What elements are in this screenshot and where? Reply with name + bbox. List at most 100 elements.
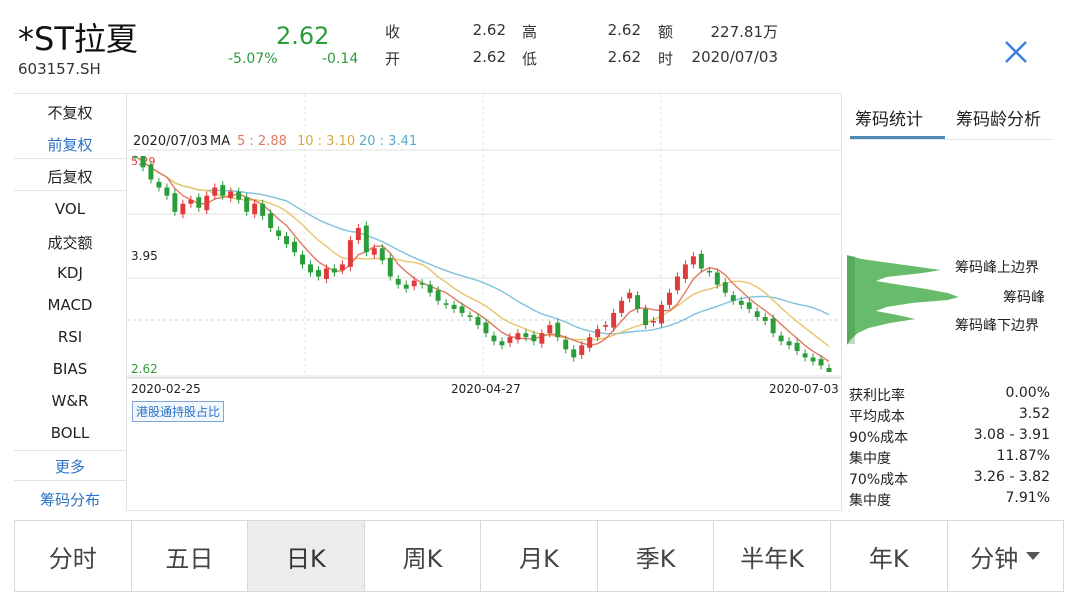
candle-body — [339, 264, 345, 271]
candle-body — [722, 282, 728, 293]
candle-body — [571, 349, 577, 358]
ma5-value: 5 : 2.88 — [237, 134, 287, 149]
candle-body — [236, 191, 242, 200]
candle-body — [643, 308, 649, 326]
candle-body — [228, 191, 234, 199]
candle-body — [507, 337, 513, 343]
menu-backward-adjust[interactable]: 后复权 — [47, 168, 93, 186]
candle-body — [539, 333, 545, 344]
quote-label-low: 低 — [522, 50, 538, 68]
candle-body — [140, 156, 146, 168]
candle-body — [698, 253, 704, 269]
candle-body — [419, 283, 425, 285]
candle-body — [770, 318, 776, 334]
candle-body — [810, 357, 816, 362]
candle-body — [451, 304, 457, 309]
candle-body — [212, 187, 218, 196]
y-mid-label: 3.95 — [131, 249, 158, 263]
candle-body — [746, 302, 752, 309]
x-label-start: 2020-02-25 — [131, 382, 201, 396]
hk-connect-holding-badge[interactable]: 港股通持股占比 — [132, 401, 225, 422]
menu-rsi[interactable]: RSI — [57, 328, 83, 346]
menu-turnover[interactable]: 成交额 — [47, 234, 93, 252]
candle-body — [523, 333, 529, 338]
tab-weekly-k[interactable]: 周K — [364, 521, 482, 591]
candle-body — [666, 292, 672, 305]
candle-body — [818, 359, 824, 366]
stat-value-profit-ratio: 0.00% — [1005, 385, 1050, 401]
candle-body — [435, 290, 441, 301]
menu-divider — [14, 158, 126, 159]
candle-body — [196, 197, 202, 208]
candle-body — [483, 322, 489, 334]
quote-label-time: 时 — [658, 50, 674, 68]
candle-body — [395, 278, 401, 285]
price-change: -0.14 — [322, 51, 359, 67]
candle-body — [204, 195, 210, 211]
menu-forward-adjust[interactable]: 前复权 — [47, 136, 93, 154]
menu-kdj[interactable]: KDJ — [57, 264, 83, 282]
candle-body — [220, 185, 226, 196]
quote-value-time: 2020/07/03 — [691, 48, 778, 66]
candle-body — [802, 353, 808, 358]
menu-wr[interactable]: W&R — [51, 392, 89, 410]
menu-macd[interactable]: MACD — [47, 296, 93, 314]
candle-body — [826, 367, 832, 372]
candle-body — [491, 335, 497, 342]
menu-divider — [14, 480, 126, 481]
tab-chip-age-analysis[interactable]: 筹码龄分析 — [956, 110, 1041, 130]
indicator-menu: 不复权 前复权 后复权 VOL 成交额 KDJ MACD RSI BIAS W&… — [14, 93, 126, 511]
last-price: 2.62 — [276, 22, 330, 50]
candle-body — [156, 181, 162, 188]
tab-quarterly-k[interactable]: 季K — [597, 521, 715, 591]
candle-body — [627, 292, 633, 299]
kline-chart-area[interactable]: 2020/07/03 MA 5 : 2.88 10 : 3.10 20 : 3.… — [126, 93, 842, 511]
x-label-mid: 2020-04-27 — [451, 382, 521, 396]
tab-daily-k[interactable]: 日K — [248, 521, 365, 591]
candle-body — [595, 329, 601, 338]
quote-value-low: 2.62 — [607, 48, 641, 66]
tab-five-day[interactable]: 五日 — [131, 521, 249, 591]
candle-body — [347, 240, 353, 267]
candle-body — [188, 199, 194, 204]
tab-monthly-k[interactable]: 月K — [481, 521, 598, 591]
menu-more[interactable]: 更多 — [54, 458, 85, 476]
menu-no-adjust[interactable]: 不复权 — [47, 104, 93, 122]
close-x-icon — [1005, 41, 1027, 63]
candle-body — [467, 315, 473, 317]
stat-label-cost-90: 90%成本 — [849, 430, 909, 446]
close-button[interactable] — [998, 34, 1034, 70]
candle-body — [403, 284, 409, 289]
chip-distribution-chart: 筹码峰上边界 筹码峰 筹码峰下边界 — [847, 255, 1045, 345]
ma5-line — [134, 155, 830, 363]
stat-value-concentration-90: 11.87% — [996, 448, 1050, 464]
candle-body — [331, 268, 337, 273]
menu-vol[interactable]: VOL — [54, 200, 86, 218]
ma20-line — [134, 155, 830, 335]
candle-body — [148, 164, 154, 180]
menu-boll[interactable]: BOLL — [50, 424, 90, 442]
menu-bias[interactable]: BIAS — [52, 360, 88, 378]
stat-value-concentration-70: 7.91% — [1005, 490, 1050, 506]
stat-label-cost-70: 70%成本 — [849, 472, 909, 488]
tab-divider — [850, 139, 1053, 140]
candle-body — [172, 193, 178, 212]
candle-body — [515, 333, 521, 340]
tab-chip-statistics[interactable]: 筹码统计 — [855, 110, 923, 130]
menu-chip-distribution[interactable]: 筹码分布 — [39, 491, 100, 509]
candle-body — [276, 230, 282, 237]
x-label-end: 2020-07-03 — [769, 382, 839, 396]
candle-body — [499, 341, 505, 346]
tab-intraday[interactable]: 分时 — [15, 521, 132, 591]
quote-value-high: 2.62 — [607, 21, 641, 39]
quote-value-open: 2.62 — [472, 48, 506, 66]
kline-chart[interactable]: 2020/07/03 MA 5 : 2.88 10 : 3.10 20 : 3.… — [127, 94, 841, 510]
candle-body — [531, 334, 537, 342]
stat-value-cost-70: 3.26 - 3.82 — [973, 469, 1050, 485]
tab-half-year-k[interactable]: 半年K — [714, 521, 831, 591]
candle-body — [659, 304, 664, 324]
menu-divider — [14, 450, 126, 451]
tab-minute-dropdown[interactable]: 分钟 — [947, 521, 1064, 591]
chip-lower-boundary-label: 筹码峰下边界 — [955, 317, 1039, 334]
tab-yearly-k[interactable]: 年K — [830, 521, 948, 591]
